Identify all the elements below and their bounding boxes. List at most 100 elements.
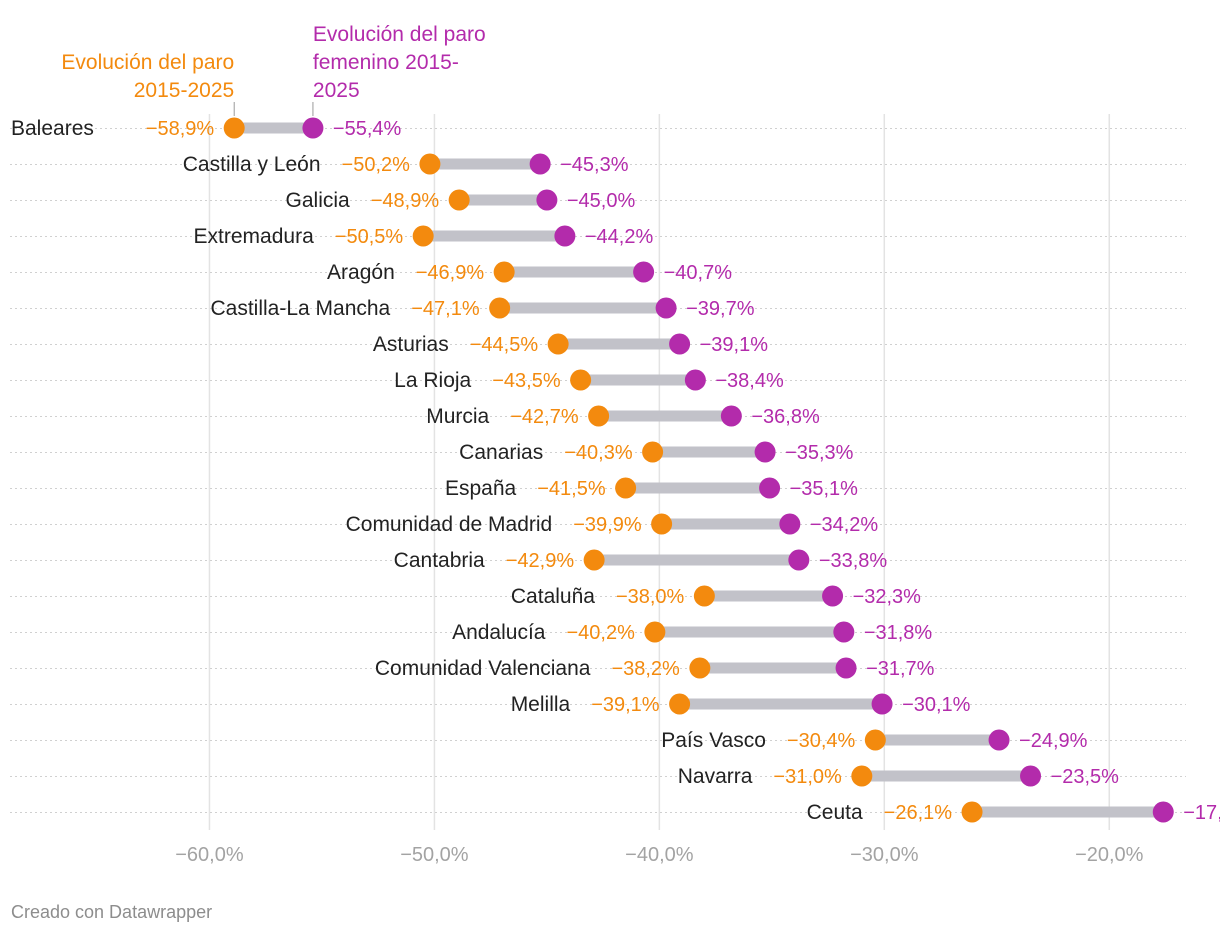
region-label: Comunidad Valenciana bbox=[375, 657, 591, 680]
dot-total bbox=[642, 441, 664, 463]
legend: Evolución del paro 2015-2025 Evolución del… bbox=[61, 23, 486, 116]
value-label-total: −31,0% bbox=[773, 766, 842, 788]
dot-female bbox=[1152, 801, 1174, 823]
dot-female bbox=[529, 153, 551, 175]
value-label-female: −24,9% bbox=[1019, 730, 1088, 752]
dot-total bbox=[851, 765, 873, 787]
x-tick-label: −30,0% bbox=[850, 844, 919, 866]
value-label-total: −50,2% bbox=[342, 154, 411, 176]
region-label: Baleares bbox=[11, 117, 94, 140]
value-label-total: −38,0% bbox=[616, 586, 685, 608]
labels: −58,9% −55,4% Baleares −50,2% −45,3% Castilla… bbox=[11, 117, 1220, 824]
region-label: Cataluña bbox=[511, 585, 595, 608]
value-label-female: −55,4% bbox=[333, 118, 402, 140]
region-label: Extremadura bbox=[194, 225, 315, 248]
value-label-total: −44,5% bbox=[470, 334, 539, 356]
value-label-female: −23,5% bbox=[1051, 766, 1120, 788]
value-label-total: −42,7% bbox=[510, 406, 579, 428]
region-label: Galicia bbox=[286, 189, 351, 212]
region-label: Canarias bbox=[459, 441, 543, 464]
dot-total bbox=[547, 333, 569, 355]
region-label: Castilla y León bbox=[183, 153, 321, 176]
value-label-total: −39,9% bbox=[573, 514, 642, 536]
dot-female bbox=[835, 657, 857, 679]
dot-female bbox=[788, 549, 810, 571]
region-label: Asturias bbox=[373, 333, 449, 356]
grid-layer bbox=[208, 114, 1111, 830]
value-label-female: −45,3% bbox=[560, 154, 629, 176]
value-label-total: −40,2% bbox=[566, 622, 635, 644]
value-label-total: −43,5% bbox=[492, 370, 561, 392]
value-label-total: −50,5% bbox=[335, 226, 404, 248]
dot-total bbox=[651, 513, 673, 535]
value-label-female: −38,4% bbox=[715, 370, 784, 392]
dot-female bbox=[655, 297, 677, 319]
value-label-total: −30,4% bbox=[787, 730, 856, 752]
region-label: Melilla bbox=[511, 693, 571, 716]
region-label: Murcia bbox=[426, 405, 489, 428]
dot-total bbox=[615, 477, 637, 499]
region-label: España bbox=[445, 477, 517, 500]
value-label-female: −39,7% bbox=[686, 298, 755, 320]
x-tick-label: −40,0% bbox=[625, 844, 694, 866]
value-label-female: −39,1% bbox=[700, 334, 769, 356]
dot-range-chart: −58,9% −55,4% Baleares −50,2% −45,3% Castilla… bbox=[10, 23, 1220, 866]
dot-female bbox=[988, 729, 1010, 751]
legend-female: Evolución del paro femenino 2015-2025 bbox=[313, 23, 486, 102]
value-label-total: −46,9% bbox=[416, 262, 485, 284]
value-label-total: −41,5% bbox=[537, 478, 606, 500]
dot-female bbox=[871, 693, 893, 715]
dot-total bbox=[689, 657, 711, 679]
value-label-total: −40,3% bbox=[564, 442, 633, 464]
value-label-total: −48,9% bbox=[371, 190, 440, 212]
value-label-female: −35,1% bbox=[790, 478, 859, 500]
value-label-total: −42,9% bbox=[506, 550, 575, 572]
region-label: La Rioja bbox=[394, 369, 471, 392]
dot-total bbox=[583, 549, 605, 571]
dot-total bbox=[493, 261, 515, 283]
region-label: Andalucía bbox=[452, 621, 546, 644]
region-label: Castilla-La Mancha bbox=[210, 297, 390, 320]
value-label-female: −31,7% bbox=[866, 658, 935, 680]
dot-total bbox=[412, 225, 434, 247]
dot-total bbox=[669, 693, 691, 715]
value-label-female: −32,3% bbox=[853, 586, 922, 608]
value-label-total: −47,1% bbox=[411, 298, 480, 320]
dot-total bbox=[693, 585, 715, 607]
dot-female bbox=[633, 261, 655, 283]
dot-total bbox=[961, 801, 983, 823]
value-label-female: −33,8% bbox=[819, 550, 888, 572]
value-label-female: −35,3% bbox=[785, 442, 854, 464]
dot-total bbox=[448, 189, 470, 211]
dot-total bbox=[489, 297, 511, 319]
dots bbox=[223, 117, 1174, 823]
value-label-female: −31,8% bbox=[864, 622, 933, 644]
region-label: Aragón bbox=[327, 261, 395, 284]
x-tick-label: −50,0% bbox=[400, 844, 469, 866]
value-label-female: −36,8% bbox=[751, 406, 820, 428]
connectors bbox=[234, 122, 1164, 818]
dot-female bbox=[754, 441, 776, 463]
legend-total: Evolución del paro 2015-2025 bbox=[61, 51, 234, 102]
dot-female bbox=[554, 225, 576, 247]
dot-female bbox=[779, 513, 801, 535]
dot-female bbox=[302, 117, 324, 139]
value-label-total: −26,1% bbox=[884, 802, 953, 824]
x-tick-label: −60,0% bbox=[175, 844, 244, 866]
dot-total bbox=[419, 153, 441, 175]
dot-total bbox=[223, 117, 245, 139]
dot-total bbox=[570, 369, 592, 391]
region-label: Cantabria bbox=[394, 549, 485, 572]
dot-female bbox=[669, 333, 691, 355]
footer-credit: Creado con Datawrapper bbox=[11, 902, 213, 922]
value-label-female: −45,0% bbox=[567, 190, 636, 212]
value-label-female: −34,2% bbox=[810, 514, 879, 536]
value-label-total: −38,2% bbox=[611, 658, 680, 680]
dot-female bbox=[536, 189, 558, 211]
dot-total bbox=[864, 729, 886, 751]
x-tick-label: −20,0% bbox=[1075, 844, 1144, 866]
region-label: Navarra bbox=[678, 765, 753, 788]
value-label-total: −58,9% bbox=[146, 118, 215, 140]
dot-total bbox=[644, 621, 666, 643]
dot-female bbox=[720, 405, 742, 427]
